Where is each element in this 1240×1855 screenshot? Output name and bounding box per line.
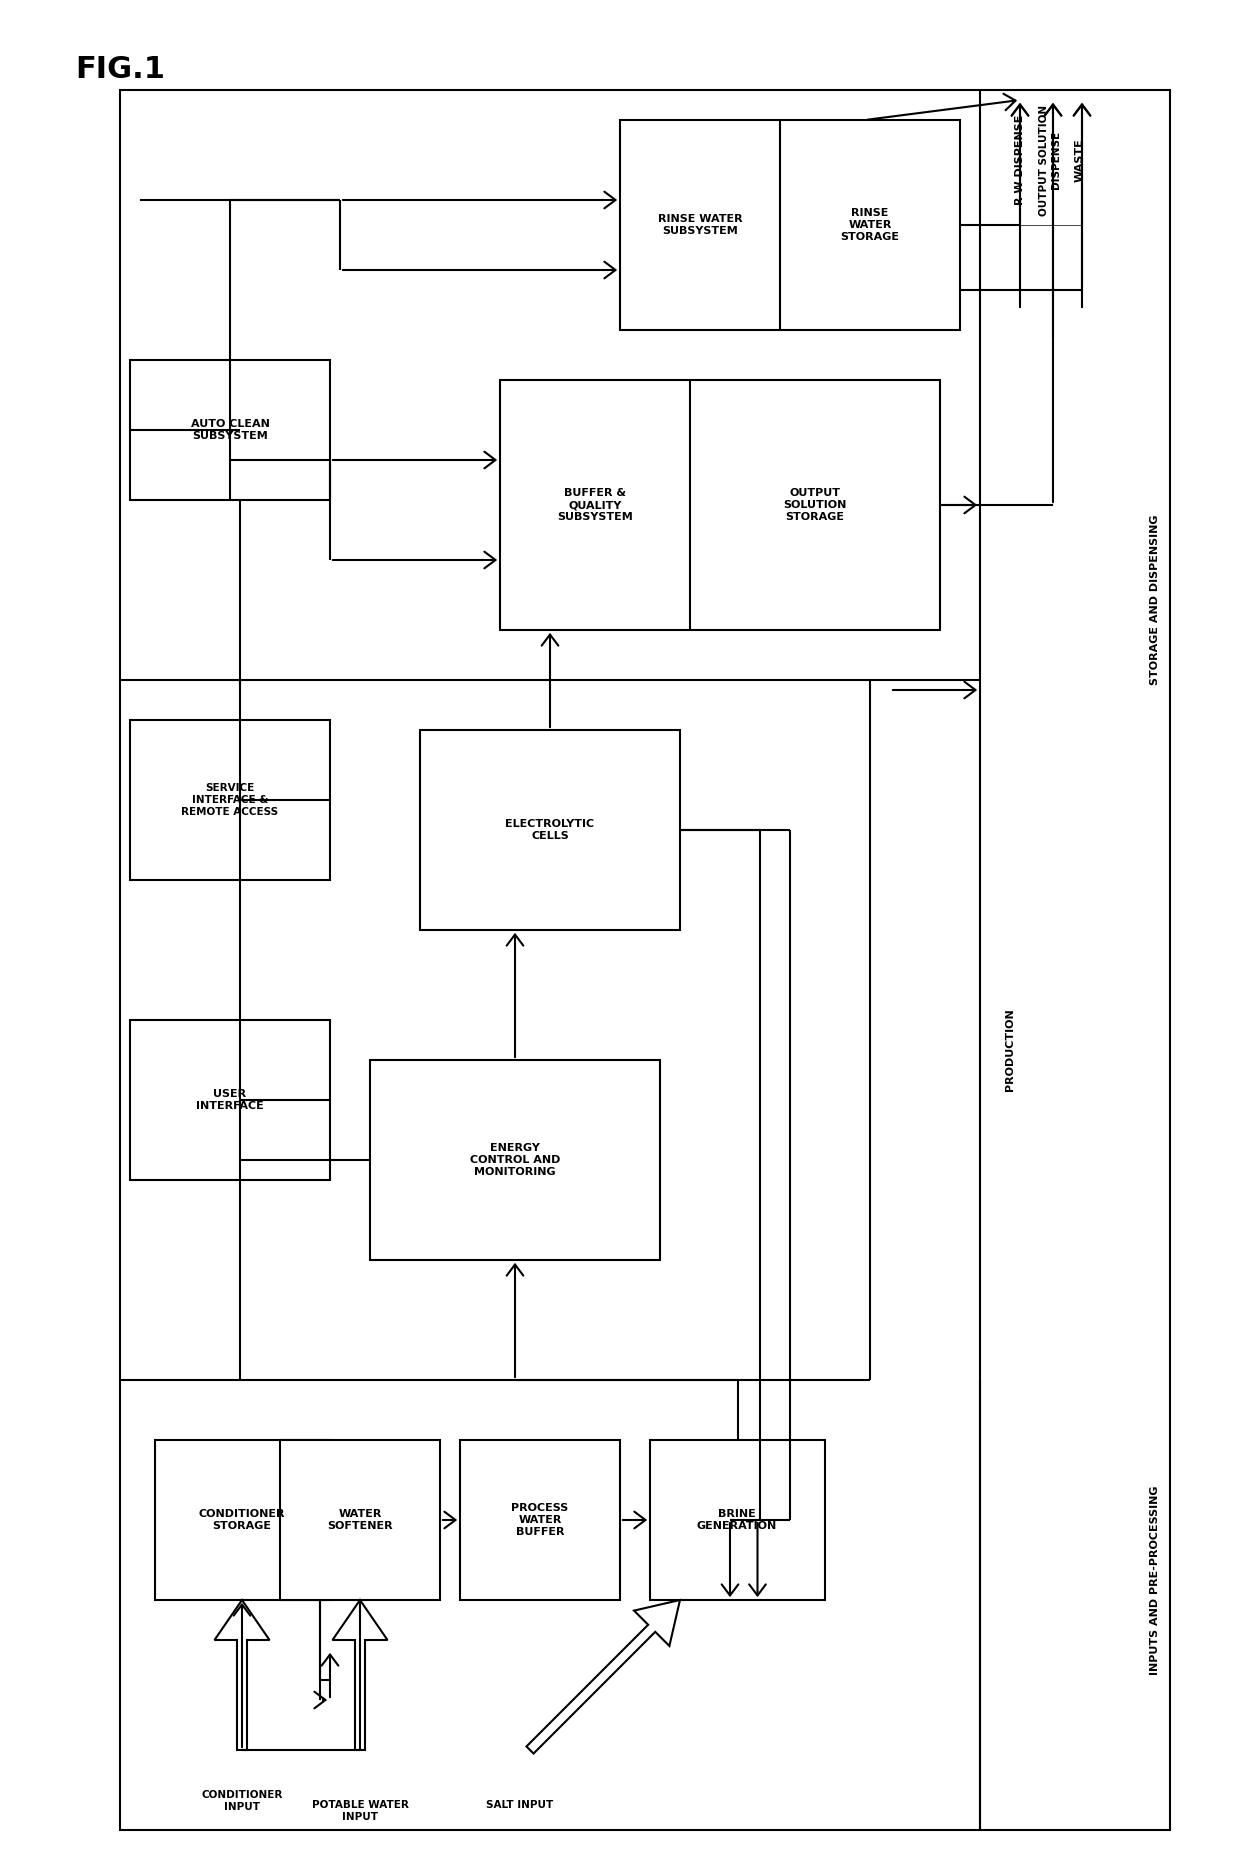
Bar xyxy=(130,1020,330,1180)
Polygon shape xyxy=(215,1601,269,1749)
Bar xyxy=(155,1439,330,1601)
Text: ELECTROLYTIC
CELLS: ELECTROLYTIC CELLS xyxy=(506,820,594,840)
Text: OUTPUT
SOLUTION
STORAGE: OUTPUT SOLUTION STORAGE xyxy=(784,488,847,521)
Text: BUFFER &
QUALITY
SUBSYSTEM: BUFFER & QUALITY SUBSYSTEM xyxy=(557,488,632,521)
Text: RINSE WATER
SUBSYSTEM: RINSE WATER SUBSYSTEM xyxy=(657,213,743,236)
Text: PRODUCTION: PRODUCTION xyxy=(1004,1009,1016,1091)
Text: POTABLE WATER
INPUT: POTABLE WATER INPUT xyxy=(311,1799,408,1822)
Text: STORAGE AND DISPENSING: STORAGE AND DISPENSING xyxy=(1149,514,1159,684)
Bar xyxy=(130,720,330,879)
Bar xyxy=(460,1439,620,1601)
Text: SERVICE
INTERFACE &
REMOTE ACCESS: SERVICE INTERFACE & REMOTE ACCESS xyxy=(181,783,279,816)
Bar xyxy=(120,91,1171,1831)
Text: PROCESS
WATER
BUFFER: PROCESS WATER BUFFER xyxy=(511,1503,569,1536)
Bar xyxy=(130,360,330,501)
Bar xyxy=(650,1439,825,1601)
Text: CONDITIONER
STORAGE: CONDITIONER STORAGE xyxy=(198,1510,285,1530)
Text: WASTE: WASTE xyxy=(1075,137,1085,182)
Text: BRINE
GENERATION: BRINE GENERATION xyxy=(697,1510,777,1530)
Bar xyxy=(280,1439,440,1601)
Polygon shape xyxy=(527,1601,680,1753)
Bar xyxy=(420,731,680,929)
Text: FIG.1: FIG.1 xyxy=(74,56,165,85)
Text: OUTPUT SOLUTION
DISPENSE: OUTPUT SOLUTION DISPENSE xyxy=(1039,104,1060,215)
Text: INPUTS AND PRE-PROCESSING: INPUTS AND PRE-PROCESSING xyxy=(1149,1486,1159,1675)
Bar xyxy=(370,1059,660,1260)
Text: SALT INPUT: SALT INPUT xyxy=(486,1799,553,1810)
Text: AUTO CLEAN
SUBSYSTEM: AUTO CLEAN SUBSYSTEM xyxy=(191,419,269,441)
Text: CONDITIONER
INPUT: CONDITIONER INPUT xyxy=(201,1790,283,1812)
Text: USER
INTERFACE: USER INTERFACE xyxy=(196,1089,264,1111)
Text: WATER
SOFTENER: WATER SOFTENER xyxy=(327,1510,393,1530)
Text: ENERGY
CONTROL AND
MONITORING: ENERGY CONTROL AND MONITORING xyxy=(470,1143,560,1176)
Polygon shape xyxy=(332,1601,387,1749)
Bar xyxy=(500,380,940,631)
Bar xyxy=(620,121,960,330)
Text: RINSE
WATER
STORAGE: RINSE WATER STORAGE xyxy=(841,208,899,241)
Text: R W DISPENSE: R W DISPENSE xyxy=(1016,115,1025,206)
